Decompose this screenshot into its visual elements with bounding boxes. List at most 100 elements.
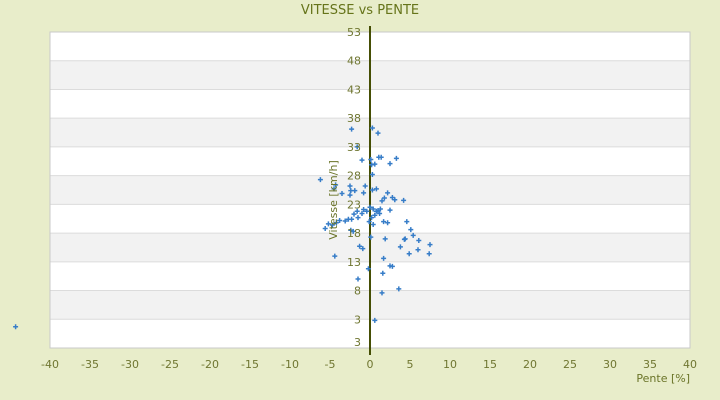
data-point-marker (401, 197, 407, 203)
data-point-marker (359, 157, 365, 163)
data-point-marker (380, 270, 386, 276)
data-point-marker (355, 276, 361, 282)
data-point-marker (354, 144, 360, 150)
data-point-marker (369, 125, 375, 131)
y-tick-label: 53 (347, 26, 361, 39)
data-point-marker (404, 219, 410, 225)
data-point-marker (369, 171, 375, 177)
data-point-marker (322, 225, 328, 231)
data-point-marker (329, 222, 335, 228)
data-point-marker (393, 155, 399, 161)
data-point-marker (402, 236, 408, 242)
data-point-marker (426, 251, 432, 257)
data-point-marker (349, 126, 355, 132)
data-point-marker (354, 208, 360, 214)
data-point-marker (370, 206, 376, 212)
chart-title: VITESSE vs PENTE (300, 3, 420, 18)
data-point-marker (317, 177, 323, 183)
data-point-marker (332, 253, 338, 259)
data-point-marker (362, 183, 368, 189)
x-tick-label: -40 (41, 358, 59, 371)
data-point-marker (342, 218, 348, 224)
data-point-marker (385, 190, 391, 196)
data-points (13, 125, 433, 330)
data-point-marker (389, 194, 395, 200)
x-tick-label: 15 (483, 358, 497, 371)
x-tick-label: 0 (367, 358, 374, 371)
data-point-marker (396, 286, 402, 292)
data-point-marker (410, 232, 416, 238)
data-point-marker (408, 227, 414, 233)
data-point-marker (375, 130, 381, 136)
y-tick-label: 48 (347, 55, 361, 68)
data-point-marker (385, 220, 391, 226)
data-point-marker (377, 206, 383, 212)
data-point-marker (369, 215, 375, 221)
data-point-marker (361, 207, 367, 213)
data-point-marker (355, 215, 361, 221)
y-tick-label: 38 (347, 112, 361, 125)
data-point-marker (333, 220, 339, 226)
data-point-marker (359, 211, 365, 217)
data-point-marker (378, 154, 384, 160)
x-tick-label: -5 (325, 358, 336, 371)
data-point-marker (337, 217, 343, 223)
x-tick-label: 5 (407, 358, 414, 371)
data-point-marker (368, 234, 374, 240)
x-tick-label: 10 (443, 358, 457, 371)
data-point-marker (345, 216, 351, 222)
data-point-marker (325, 221, 331, 227)
data-point-marker (416, 238, 422, 244)
x-tick-label: 30 (603, 358, 617, 371)
x-tick-label: 25 (563, 358, 577, 371)
data-point-marker (364, 208, 370, 214)
data-point-marker (387, 207, 393, 213)
x-tick-label: -15 (241, 358, 259, 371)
data-point-marker (331, 186, 337, 192)
x-tick-label: 20 (523, 358, 537, 371)
data-point-marker (347, 192, 353, 198)
data-point-marker (379, 198, 385, 204)
y-tick-label: 8 (354, 285, 361, 298)
data-point-marker (339, 190, 345, 196)
data-point-marker (350, 228, 356, 234)
y-tick-label: 13 (347, 256, 361, 269)
x-tick-label: 35 (643, 358, 657, 371)
data-point-marker (357, 243, 363, 249)
x-tick-label: -35 (81, 358, 99, 371)
data-point-marker (387, 161, 393, 167)
data-point-marker (367, 204, 373, 210)
data-point-marker (333, 182, 339, 188)
y-tick-label: 3 (354, 336, 361, 349)
data-point-marker (13, 324, 19, 330)
data-point-marker (381, 219, 387, 225)
y-tick-label: 28 (347, 170, 361, 183)
data-point-marker (372, 161, 378, 167)
data-point-marker (352, 188, 358, 194)
data-point-marker (389, 263, 395, 269)
data-point-marker (365, 266, 371, 272)
x-tick-label: -30 (121, 358, 139, 371)
y-axis-title: Vitesse [km/h] (327, 160, 340, 240)
data-point-marker (382, 236, 388, 242)
data-point-marker (366, 219, 372, 225)
data-point-marker (397, 244, 403, 250)
data-point-marker (369, 187, 375, 193)
data-point-marker (370, 221, 376, 227)
data-point-marker (361, 190, 367, 196)
data-point-marker (377, 211, 383, 217)
data-point-marker (372, 212, 378, 218)
data-point-marker (351, 211, 357, 217)
data-point-marker (368, 157, 374, 163)
data-point-marker (360, 246, 366, 252)
x-tick-label: -20 (201, 358, 219, 371)
x-axis-tick-labels: -40 -35 -30 -25 -20 -15 -10 -5 0 5 10 15 20 25 30 35 40 (41, 358, 697, 371)
x-tick-label: -25 (161, 358, 179, 371)
y-tick-label: 18 (347, 227, 361, 240)
data-point-marker (373, 186, 379, 192)
data-point-marker (406, 251, 412, 257)
data-point-marker (381, 255, 387, 261)
